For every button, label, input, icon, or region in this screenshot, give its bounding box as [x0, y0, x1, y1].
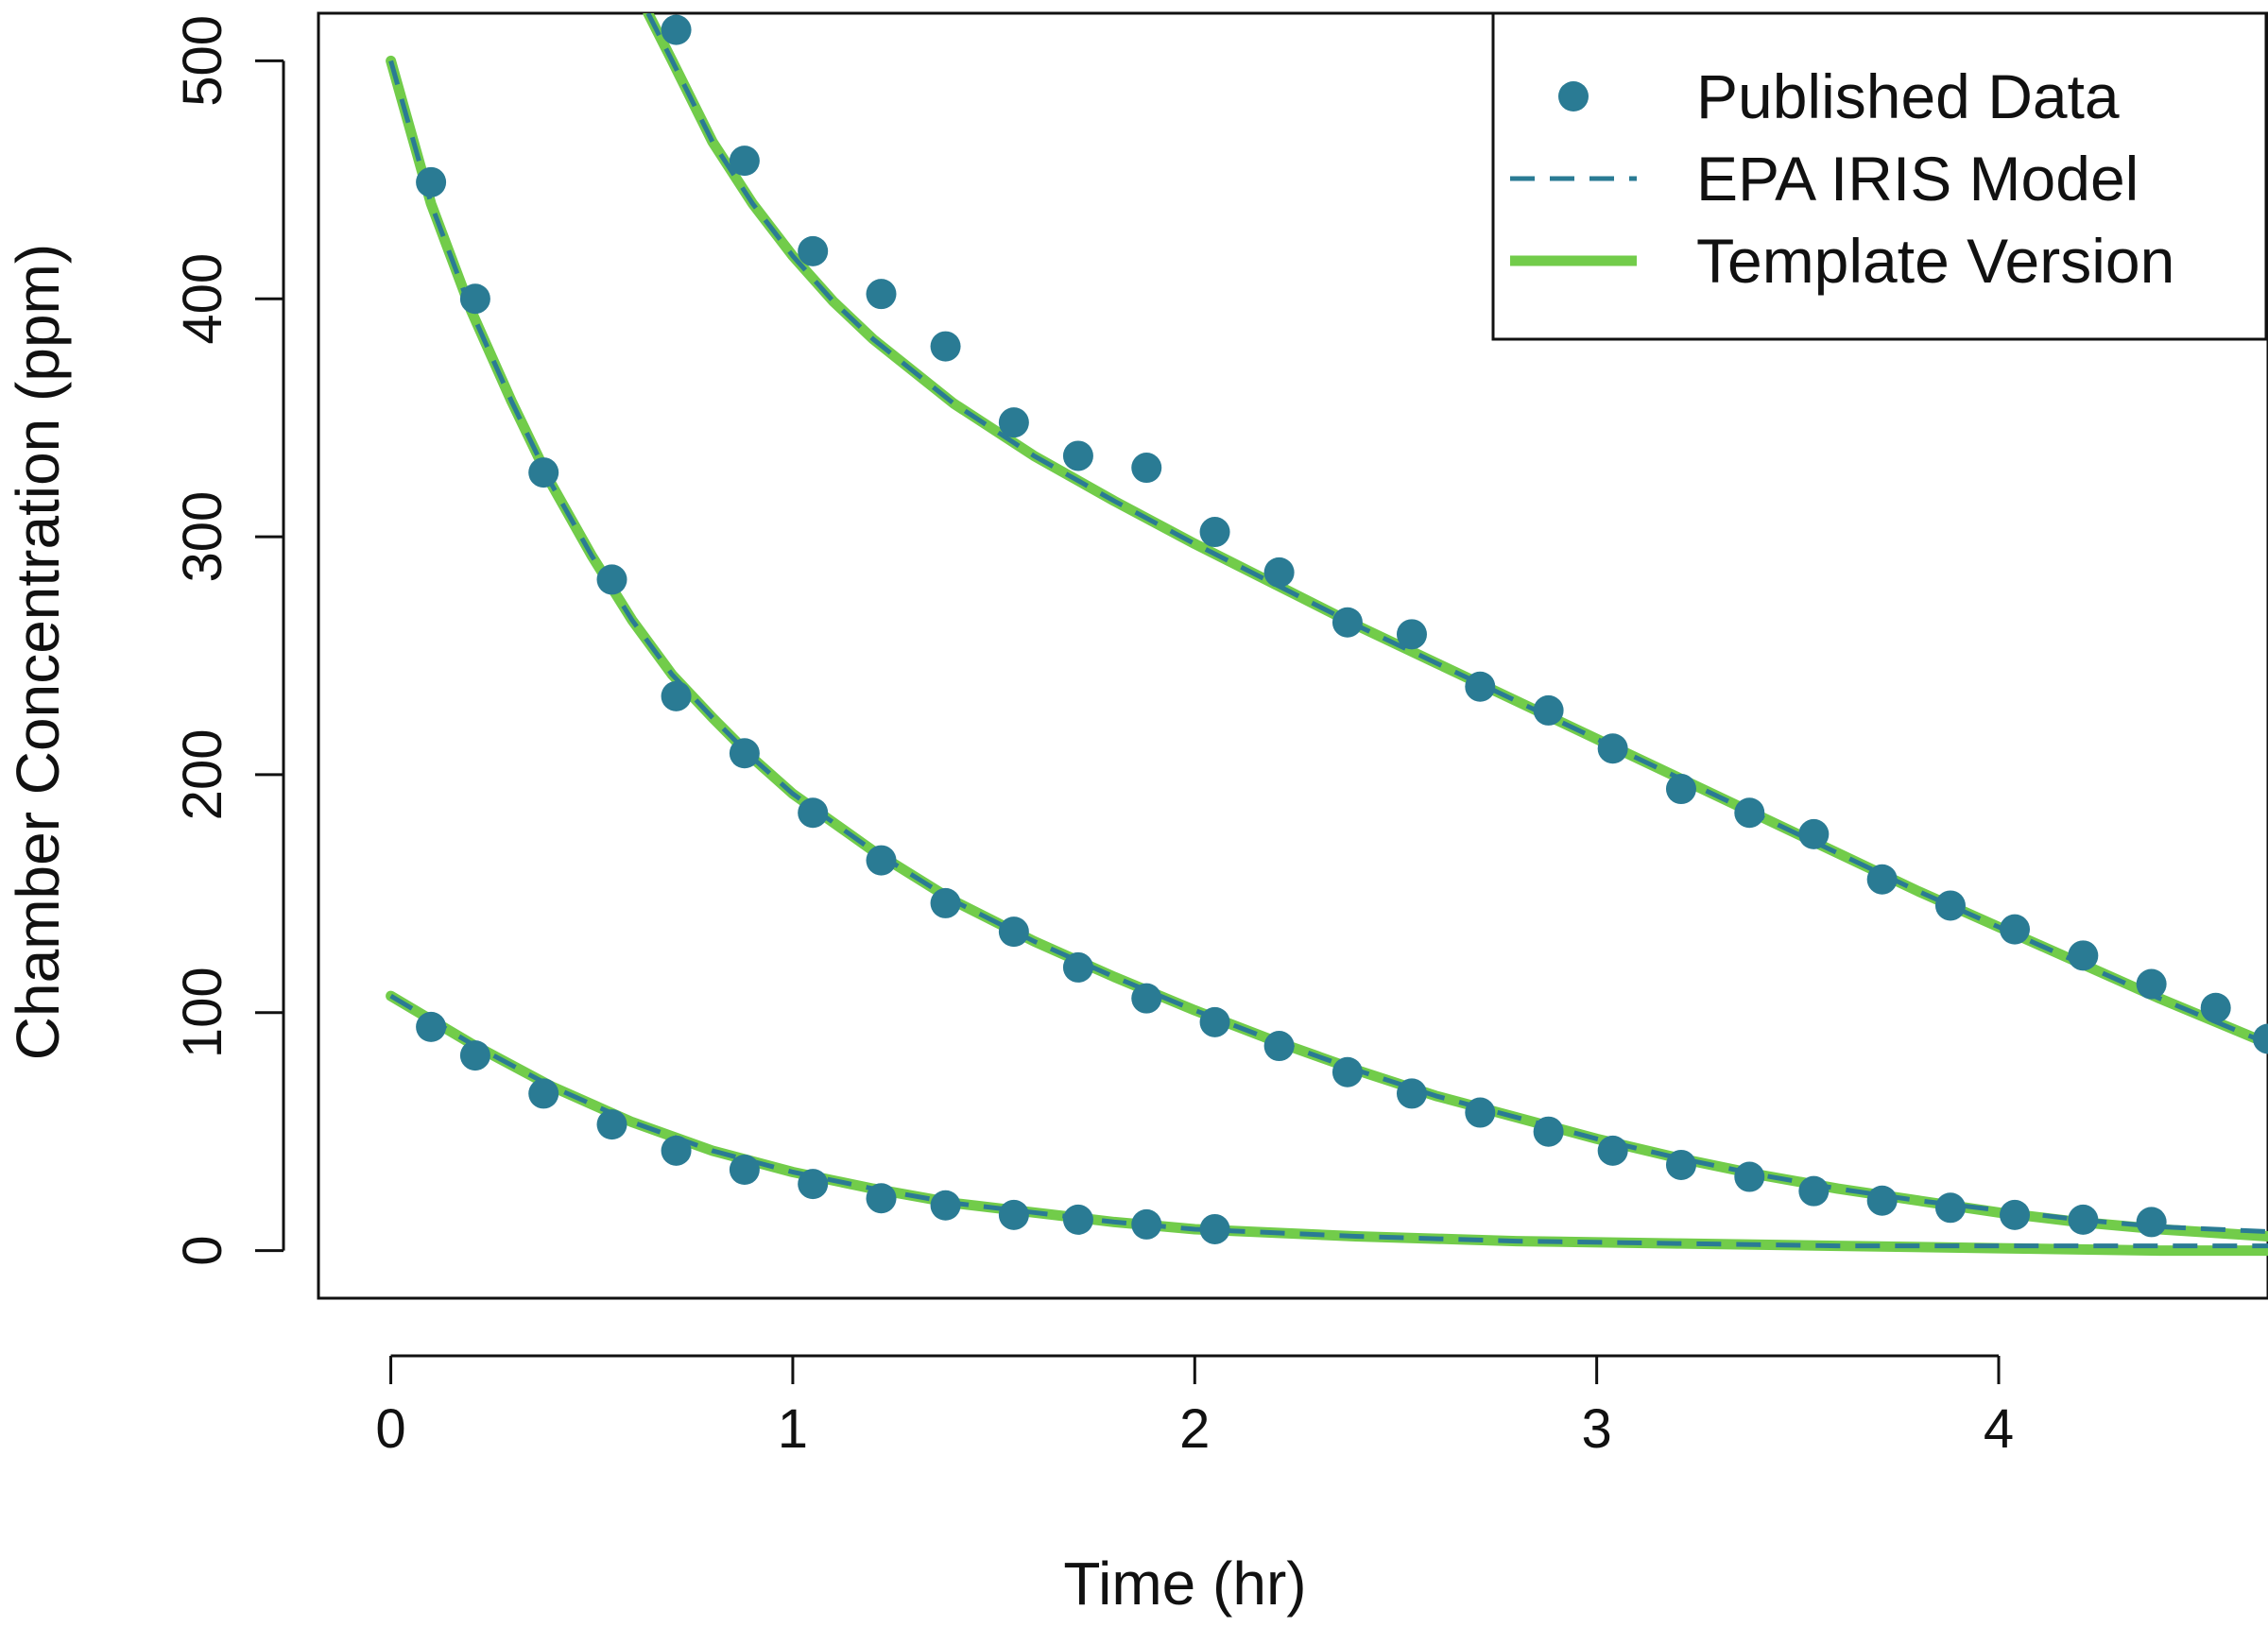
published-data-point: [1465, 1097, 1496, 1128]
published-data-point: [1533, 1116, 1564, 1147]
published-data-point: [930, 887, 961, 918]
published-data-point: [866, 1183, 897, 1214]
published-data-point: [2068, 1204, 2099, 1235]
legend: Published Data EPA IRIS Model Template Ver…: [1491, 11, 2268, 341]
published-data-point: [1062, 1204, 1093, 1235]
published-data-point: [1332, 1056, 1363, 1088]
y-axis: 0 100 200 300 400 500: [172, 15, 285, 1266]
published-data-point: [2136, 968, 2167, 1000]
published-data-point: [866, 845, 897, 876]
published-data-point: [1396, 1078, 1427, 1109]
x-axis: 0 1 2 3 4: [375, 1354, 2014, 1460]
y-tick-label: 400: [172, 253, 233, 345]
x-tick-label: 4: [1984, 1398, 2014, 1460]
published-data-point: [1199, 517, 1230, 548]
published-data-point: [930, 1190, 961, 1221]
y-tick-label: 0: [172, 1235, 233, 1265]
published-data-point: [2253, 1023, 2268, 1054]
published-data-point: [459, 1040, 490, 1071]
published-data-point: [459, 283, 490, 315]
published-data-point: [528, 457, 559, 488]
published-data-point: [1062, 440, 1093, 471]
published-data-point: [2200, 992, 2231, 1023]
x-tick-label: 0: [375, 1398, 405, 1460]
published-data-point: [866, 279, 897, 310]
published-data-point: [416, 166, 447, 197]
published-data-point: [1332, 607, 1363, 638]
published-data-point: [798, 235, 829, 266]
published-data-point: [1062, 951, 1093, 983]
published-data-point: [1131, 983, 1162, 1014]
published-data-point: [930, 331, 961, 362]
published-data-point: [661, 14, 692, 45]
x-axis-title: Time (hr): [1063, 1550, 1306, 1618]
published-data-point: [596, 564, 627, 595]
published-data-point: [1465, 671, 1496, 702]
published-data-point: [1734, 1161, 1765, 1192]
published-data-point: [1866, 1185, 1898, 1216]
y-tick-label: 100: [172, 967, 233, 1058]
legend-label: Published Data: [1696, 61, 2120, 131]
legend-box: [1491, 11, 2268, 341]
published-data-point: [798, 797, 829, 829]
epa-iris-model-line: [388, 60, 2268, 1234]
published-data-point: [798, 1169, 829, 1200]
published-data-point: [1396, 619, 1427, 650]
published-data-point: [1665, 1149, 1696, 1180]
published-data-point: [998, 1199, 1029, 1230]
x-tick-label: 2: [1179, 1398, 1210, 1460]
x-tick-label: 1: [778, 1398, 808, 1460]
published-data-point: [1597, 1135, 1628, 1166]
published-data-point: [1263, 557, 1295, 588]
published-data-point: [661, 680, 692, 711]
y-tick-label: 300: [172, 491, 233, 583]
published-data-point: [729, 1155, 760, 1185]
y-tick-label: 500: [172, 15, 233, 107]
published-data-point: [1533, 694, 1564, 726]
plot-area-frame: [317, 11, 2268, 1300]
published-data-point: [528, 1078, 559, 1109]
published-data-point: [1934, 1192, 1966, 1224]
legend-point-marker: [1558, 81, 1589, 111]
published-data-point: [1199, 1006, 1230, 1037]
published-data-point: [2000, 914, 2031, 945]
published-data-point: [729, 146, 760, 177]
published-data-point: [1597, 733, 1628, 764]
published-data-point: [2136, 1207, 2167, 1238]
published-data-point: [1798, 1175, 1830, 1207]
y-tick-label: 200: [172, 729, 233, 821]
published-data-point: [1866, 864, 1898, 895]
legend-label: EPA IRIS Model: [1696, 144, 2139, 214]
published-data-point: [998, 407, 1029, 438]
published-data-point: [1934, 890, 1966, 921]
published-data-point: [1798, 818, 1830, 849]
series-layer: [386, 13, 2268, 1257]
published-data-point: [1131, 453, 1162, 484]
plot-content: [386, 13, 2268, 1257]
published-data-point: [416, 1011, 447, 1042]
y-axis-title: Chamber Concentration (ppm): [4, 244, 72, 1060]
published-data-point: [1263, 1031, 1295, 1062]
legend-label: Template Version: [1696, 226, 2174, 296]
published-data-point: [729, 738, 760, 769]
published-data-point: [2000, 1199, 2031, 1230]
published-data-point: [1131, 1208, 1162, 1240]
published-data-point: [596, 1109, 627, 1140]
published-data-point: [1734, 797, 1765, 829]
published-data-point: [2068, 940, 2099, 971]
published-data-point: [1199, 1213, 1230, 1244]
epa-iris-model-line: [645, 13, 2268, 1046]
published-data-point: [661, 1135, 692, 1166]
x-tick-label: 3: [1582, 1398, 1612, 1460]
published-data-point: [1665, 774, 1696, 805]
published-data-point: [998, 916, 1029, 948]
